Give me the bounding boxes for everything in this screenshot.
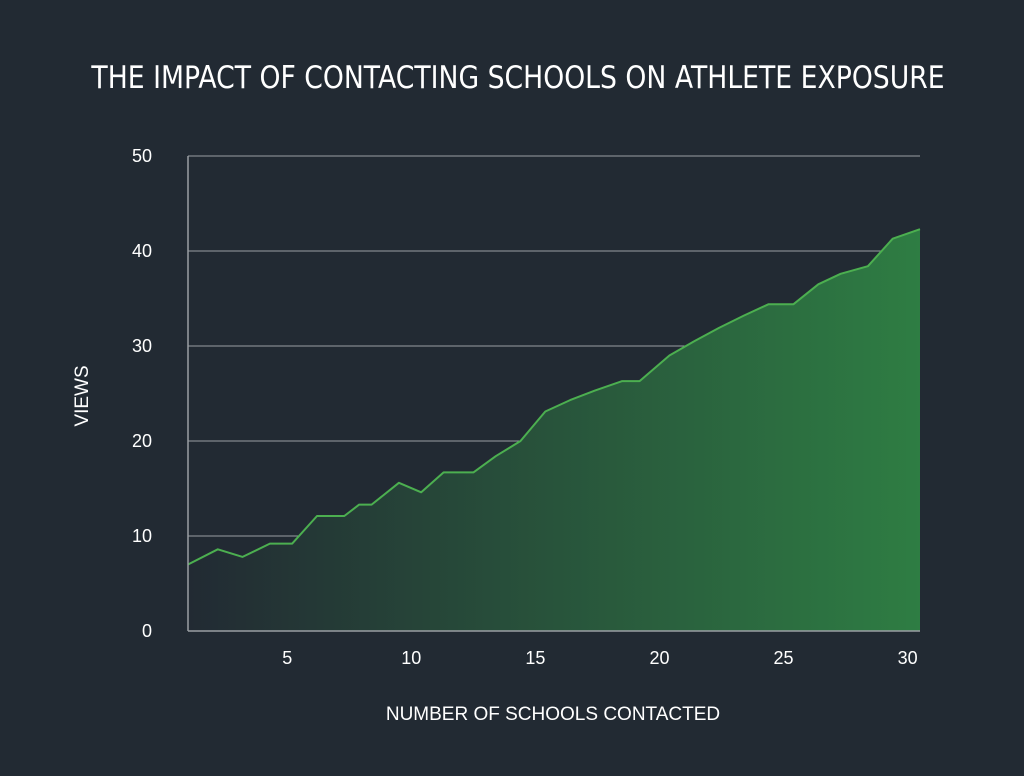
y-tick-label: 50 [132,146,152,166]
x-tick-label: 10 [401,648,421,668]
x-tick-label: 15 [525,648,545,668]
y-tick-label: 20 [132,431,152,451]
y-tick-label: 40 [132,241,152,261]
x-tick-label: 25 [774,648,794,668]
tick-labels: 0 10 20 30 40 50 5 10 15 20 25 30 [132,146,918,668]
area-fill [188,229,920,631]
chart-title: THE IMPACT OF CONTACTING SCHOOLS ON ATHL… [91,60,945,96]
x-tick-label: 5 [282,648,292,668]
axes [187,156,920,632]
x-tick-label: 30 [898,648,918,668]
x-axis-title: NUMBER OF SCHOOLS CONTACTED [386,704,720,725]
x-tick-label: 20 [649,648,669,668]
y-tick-label: 10 [132,526,152,546]
y-tick-label: 30 [132,336,152,356]
area-layer [187,228,921,631]
y-axis-title: VIEWS [72,365,93,426]
series-line [187,228,921,566]
y-tick-label: 0 [142,621,152,641]
